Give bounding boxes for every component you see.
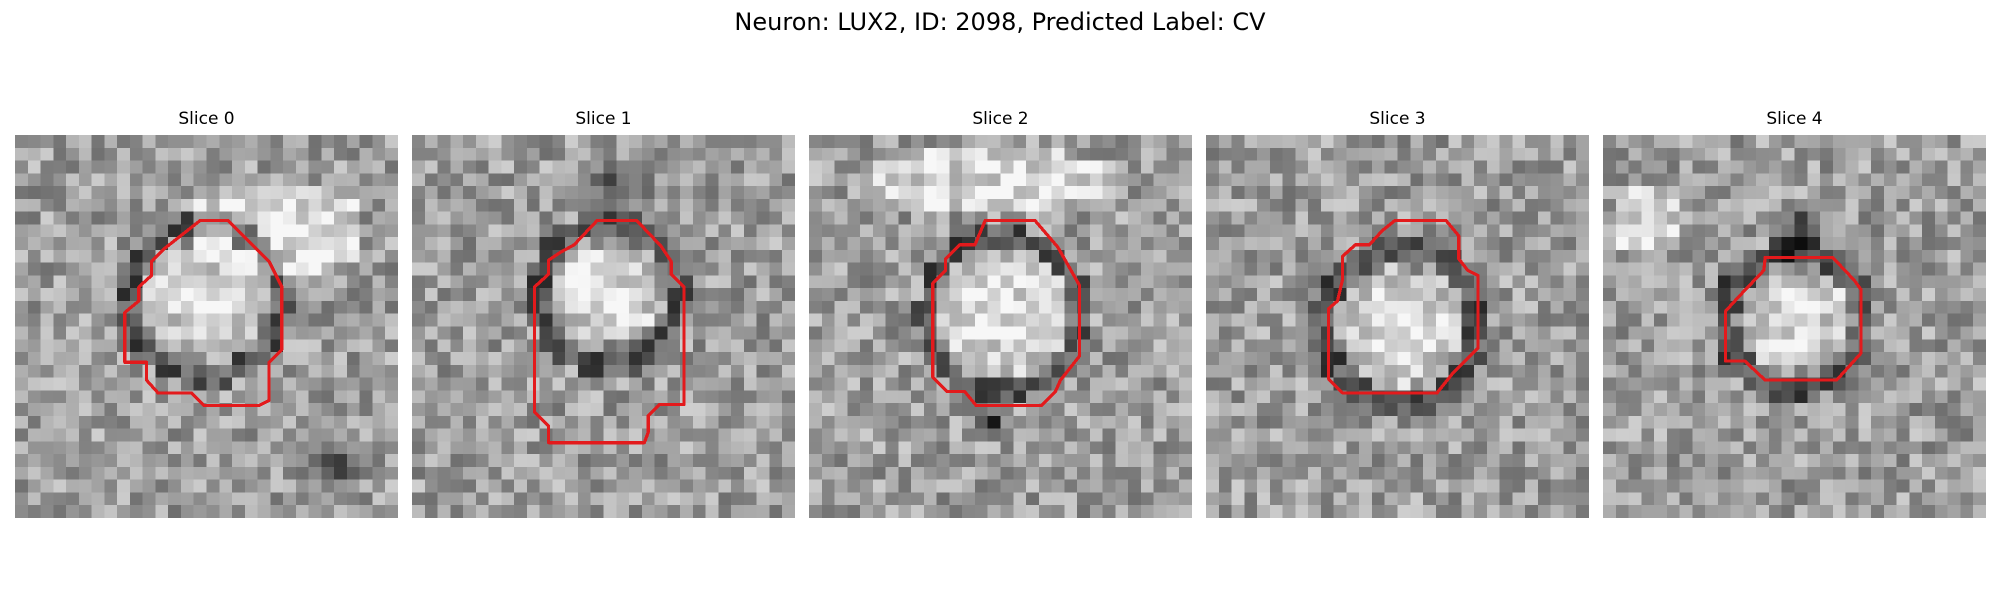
cell-contour-outline <box>1723 255 1863 382</box>
slice-panel: Slice 4 <box>1603 108 1986 518</box>
slice-panel: Slice 3 <box>1206 108 1589 518</box>
slice-title: Slice 2 <box>972 109 1029 129</box>
slice-panel: Slice 1 <box>412 108 795 518</box>
cell-contour-outline <box>1326 218 1480 395</box>
slice-panel: Slice 0 <box>15 108 398 518</box>
cell-contour-outline <box>123 218 284 408</box>
cell-contour-outline <box>931 218 1082 408</box>
slice-title: Slice 1 <box>575 109 632 129</box>
slice-image <box>15 135 398 518</box>
figure-title: Neuron: LUX2, ID: 2098, Predicted Label:… <box>734 8 1266 36</box>
slice-image <box>809 135 1192 518</box>
slice-image <box>1603 135 1986 518</box>
slice-panel: Slice 2 <box>809 108 1192 518</box>
slice-title: Slice 3 <box>1369 109 1426 129</box>
slice-image <box>1206 135 1589 518</box>
cell-contour-outline <box>532 218 686 445</box>
slice-image <box>412 135 795 518</box>
slice-title: Slice 4 <box>1766 109 1823 129</box>
slice-title: Slice 0 <box>178 109 235 129</box>
